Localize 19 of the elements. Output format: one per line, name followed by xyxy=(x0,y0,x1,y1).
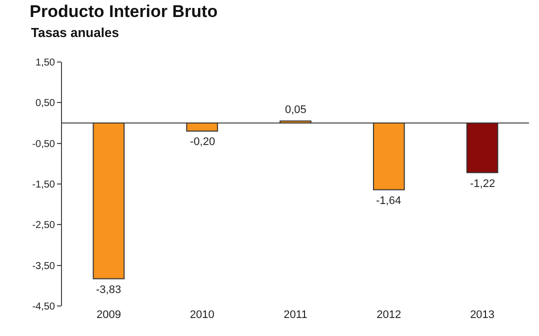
data-label: 0,05 xyxy=(285,104,306,116)
y-tick-label: -0,50 xyxy=(32,138,56,150)
chart-title: Producto Interior Bruto xyxy=(30,2,218,21)
x-tick-label: 2012 xyxy=(376,309,402,321)
y-tick-label: -3,50 xyxy=(32,260,56,272)
y-tick-label: -4,50 xyxy=(32,302,56,312)
x-tick-label: 2011 xyxy=(284,309,308,321)
y-tick-label: 1,50 xyxy=(36,58,56,68)
data-label: -1,64 xyxy=(376,195,402,207)
y-tick-label: 0,50 xyxy=(36,98,56,110)
x-tick-label: 2010 xyxy=(190,309,214,321)
y-tick-label: -2,50 xyxy=(32,220,56,232)
data-label: -0,20 xyxy=(190,136,216,148)
data-label: -3,83 xyxy=(96,284,122,296)
chart-subtitle: Tasas anuales xyxy=(31,25,119,40)
x-tick-label: 2009 xyxy=(96,309,121,321)
x-tick-label: 2013 xyxy=(470,309,495,321)
y-tick-label: -1,50 xyxy=(32,180,56,190)
data-label: -1,22 xyxy=(470,178,496,190)
